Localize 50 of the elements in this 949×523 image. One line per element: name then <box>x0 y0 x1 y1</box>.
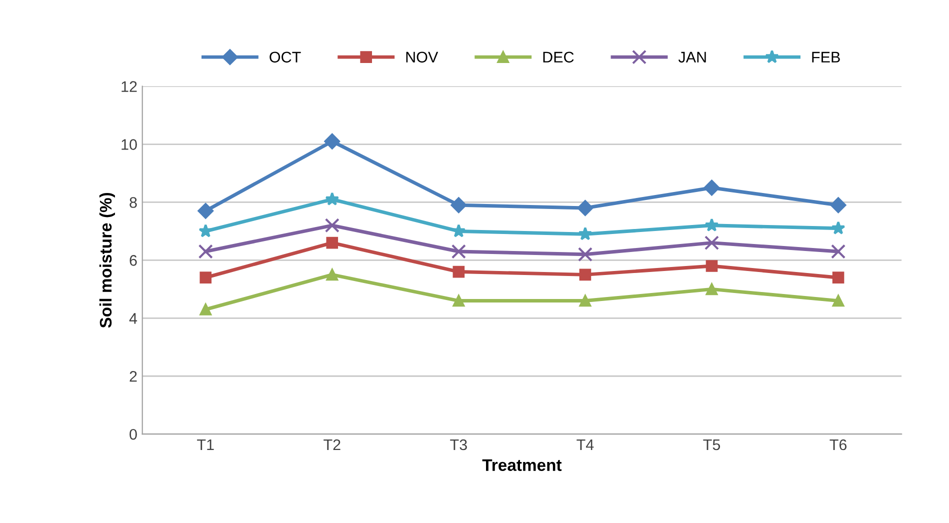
x-tick-label: T6 <box>830 439 847 450</box>
point <box>831 221 846 234</box>
x-tick-label: T3 <box>450 439 467 450</box>
y-axis-title: Soil moisture (%) <box>99 192 115 328</box>
point <box>324 218 340 233</box>
point <box>830 197 846 214</box>
y-tick-label: 8 <box>130 197 137 208</box>
y-tick-label: 12 <box>122 81 137 92</box>
point <box>452 266 465 278</box>
point <box>198 244 213 259</box>
point <box>832 294 844 307</box>
x-tick-label: T4 <box>576 440 594 450</box>
point <box>830 244 846 259</box>
point <box>704 180 720 196</box>
point <box>704 218 719 232</box>
legend-label: OCT <box>270 52 301 63</box>
point <box>579 268 592 281</box>
point <box>326 268 338 281</box>
x-axis-title: Treatment <box>482 459 562 471</box>
point <box>832 272 844 284</box>
y-tick-label: 2 <box>130 370 137 382</box>
point <box>450 197 467 214</box>
legend-label: NOV <box>406 52 438 63</box>
point <box>578 226 592 240</box>
point <box>451 244 466 259</box>
point <box>324 133 340 150</box>
y-tick-label: 6 <box>130 255 137 266</box>
legend-label: FEB <box>812 52 840 62</box>
point <box>200 304 212 316</box>
legend-label: JAN <box>678 52 706 63</box>
y-tick-label: 4 <box>129 313 138 324</box>
point <box>706 260 718 272</box>
point <box>198 203 214 219</box>
y-tick-label: 10 <box>122 139 137 150</box>
point <box>452 294 465 307</box>
point <box>579 294 592 307</box>
point <box>578 247 593 262</box>
point <box>326 236 338 249</box>
x-tick-label: T5 <box>703 440 720 450</box>
x-tick-label: T2 <box>324 439 340 450</box>
point <box>200 272 212 284</box>
y-tick-label: 0 <box>130 428 137 440</box>
point <box>198 224 213 238</box>
point <box>325 192 340 206</box>
legend-label: DEC <box>543 52 574 63</box>
point <box>452 224 466 238</box>
point <box>704 236 720 250</box>
point <box>577 200 594 216</box>
x-tick-label: T1 <box>197 440 214 450</box>
point <box>706 283 718 296</box>
